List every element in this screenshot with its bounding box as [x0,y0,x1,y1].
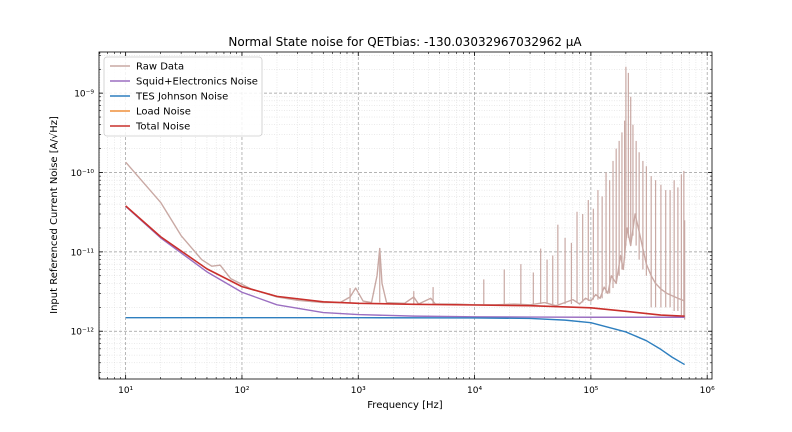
ticks: 10¹ 10² 10³ 10⁴ 10⁵ 10⁶ 10⁻¹² 10⁻¹¹ 10⁻¹⁰ 10⁻⁹ [71,52,715,396]
x-axis-label: Frequency [Hz] [367,400,443,411]
y-tick-label: 10⁻¹² [71,328,95,338]
x-tick-label: 10³ [351,386,366,396]
plot-area [125,66,686,366]
x-tick-label: 10² [234,386,249,396]
x-tick-label: 10⁶ [700,386,715,396]
y-axis-label: Input Referenced Current Noise [A/√Hz] [49,116,60,314]
x-tick-label: 10⁵ [583,386,598,396]
y-tick-label: 10⁻⁹ [74,90,94,100]
legend-box [103,56,263,137]
legend-label-load-noise: Load Noise [136,107,191,118]
raw-data-spikes [349,66,686,320]
y-tick-label: 10⁻¹¹ [71,248,95,258]
legend: Raw Data Squid+Electronics Noise TES Johns… [103,56,263,137]
x-tick-label: 10⁴ [467,386,482,396]
squid-electronics-noise-line [125,205,685,318]
x-tick-label: 10¹ [118,386,133,396]
raw-data-line [125,161,685,307]
chart-title: Normal State noise for QETbias: -130.030… [228,35,582,49]
legend-label-raw-data: Raw Data [136,62,184,73]
legend-label-tes-johnson-noise: TES Johnson Noise [135,92,228,103]
tes-johnson-noise-line [125,317,685,366]
y-tick-label: 10⁻¹⁰ [71,169,95,179]
total-noise-line [125,205,685,317]
legend-label-squid-electronics-noise: Squid+Electronics Noise [136,77,258,88]
legend-label-total-noise: Total Noise [135,122,190,133]
series-group [125,66,686,366]
axes-frame [98,51,713,380]
